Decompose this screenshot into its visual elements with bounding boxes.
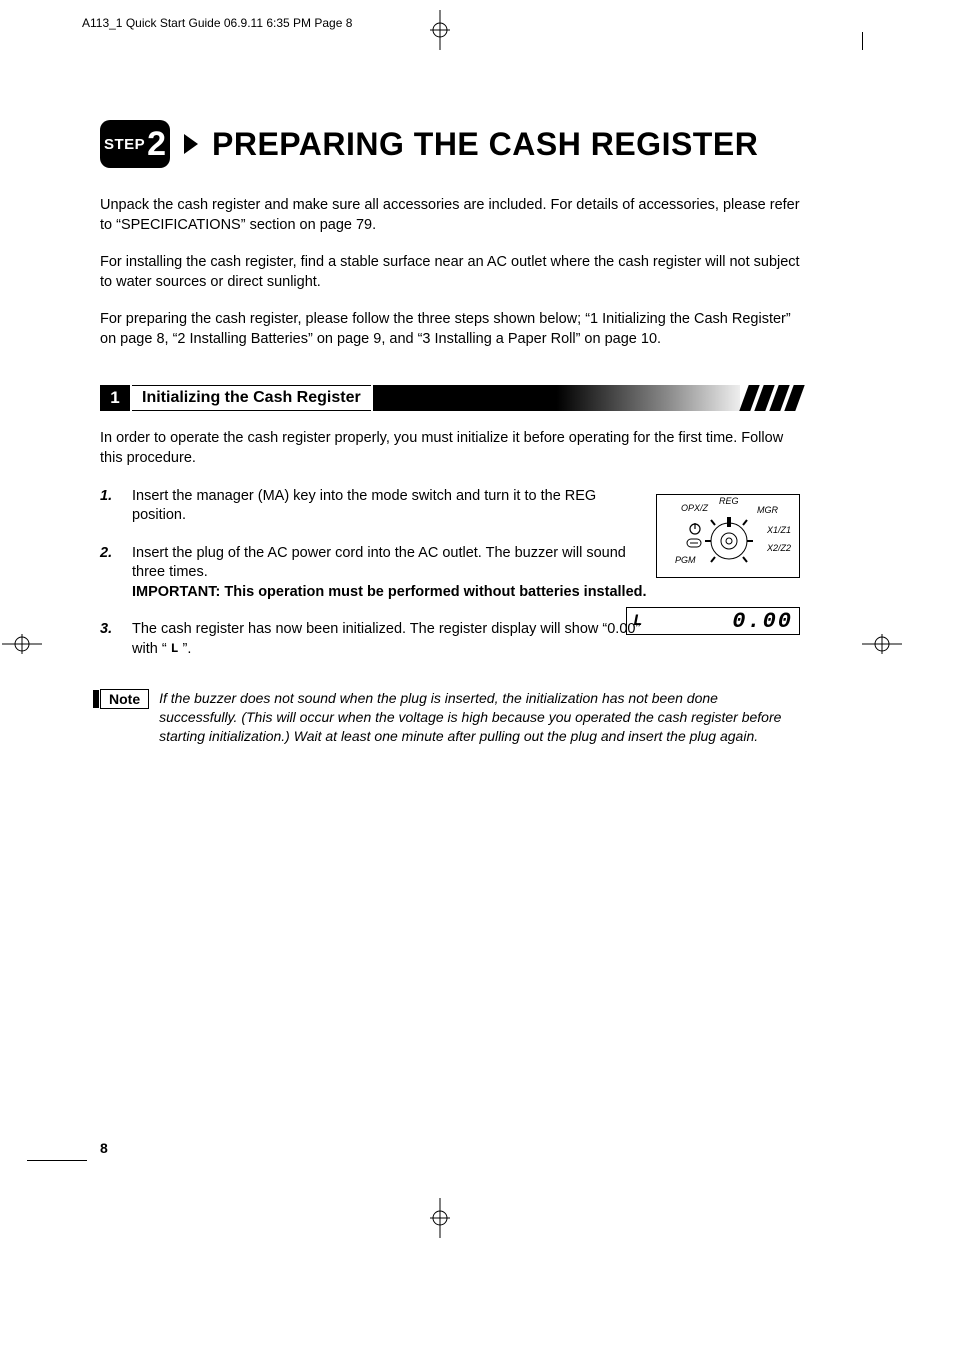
section-title: Initializing the Cash Register xyxy=(132,385,371,411)
mode-switch-diagram: REG OPX/Z MGR X1/Z1 X2/Z2 PGM xyxy=(656,494,800,578)
mode-label-x1z1: X1/Z1 xyxy=(767,525,791,535)
important-note: IMPORTANT: This operation must be perfor… xyxy=(132,584,647,600)
step-index: 3. xyxy=(100,620,120,659)
mode-label-mgr: MGR xyxy=(757,505,778,515)
section-fade-bar xyxy=(373,385,740,411)
step-text: Insert the plug of the AC power cord int… xyxy=(132,544,652,603)
step-text: The cash register has now been initializ… xyxy=(132,620,652,659)
crop-mark-bottom xyxy=(420,1198,460,1238)
step-index: 2. xyxy=(100,544,120,603)
mode-label-x2z2: X2/Z2 xyxy=(767,543,791,553)
step-text-post: ”. xyxy=(178,641,191,657)
step-arrow-icon xyxy=(184,134,198,154)
step-word: STEP xyxy=(104,136,145,153)
step-number: 2 xyxy=(147,125,166,164)
section-number: 1 xyxy=(100,385,130,411)
display-value: 0.00 xyxy=(732,609,793,634)
mode-label-pgm: PGM xyxy=(675,555,696,565)
crop-mark-left xyxy=(2,624,42,664)
note-text: If the buzzer does not sound when the pl… xyxy=(159,689,800,746)
mode-label-reg: REG xyxy=(719,496,739,506)
crop-mark-top xyxy=(420,10,460,50)
section-intro: In order to operate the cash register pr… xyxy=(100,429,800,468)
step-index: 1. xyxy=(100,487,120,526)
section-body: In order to operate the cash register pr… xyxy=(100,429,800,746)
crop-line-top-right xyxy=(862,32,863,50)
print-header: A113_1 Quick Start Guide 06.9.11 6:35 PM… xyxy=(82,16,352,30)
section-stripes-icon xyxy=(744,385,800,411)
step-text-main: Insert the plug of the AC power cord int… xyxy=(132,545,626,581)
page-number: 8 xyxy=(100,1140,108,1156)
title-row: STEP 2 PREPARING THE CASH REGISTER xyxy=(100,120,800,168)
crop-mark-right xyxy=(862,624,902,664)
page-content: STEP 2 PREPARING THE CASH REGISTER Unpac… xyxy=(100,120,800,746)
note-badge: Note xyxy=(100,689,149,709)
intro-para-2: For installing the cash register, find a… xyxy=(100,253,800,292)
crop-line-bottom-left xyxy=(27,1160,87,1161)
mode-label-opxz: OPX/Z xyxy=(681,503,708,513)
register-display: L 0.00 xyxy=(626,607,800,635)
display-left-symbol: L xyxy=(633,612,643,630)
step-text-pre: The cash register has now been initializ… xyxy=(132,621,640,657)
intro-para-1: Unpack the cash register and make sure a… xyxy=(100,196,800,235)
main-title: PREPARING THE CASH REGISTER xyxy=(212,126,758,163)
intro-para-3: For preparing the cash register, please … xyxy=(100,310,800,349)
note-block: Note If the buzzer does not sound when t… xyxy=(100,689,800,746)
section-header: 1 Initializing the Cash Register xyxy=(100,385,800,411)
step-badge: STEP 2 xyxy=(100,120,170,168)
step-text: Insert the manager (MA) key into the mod… xyxy=(132,487,652,526)
